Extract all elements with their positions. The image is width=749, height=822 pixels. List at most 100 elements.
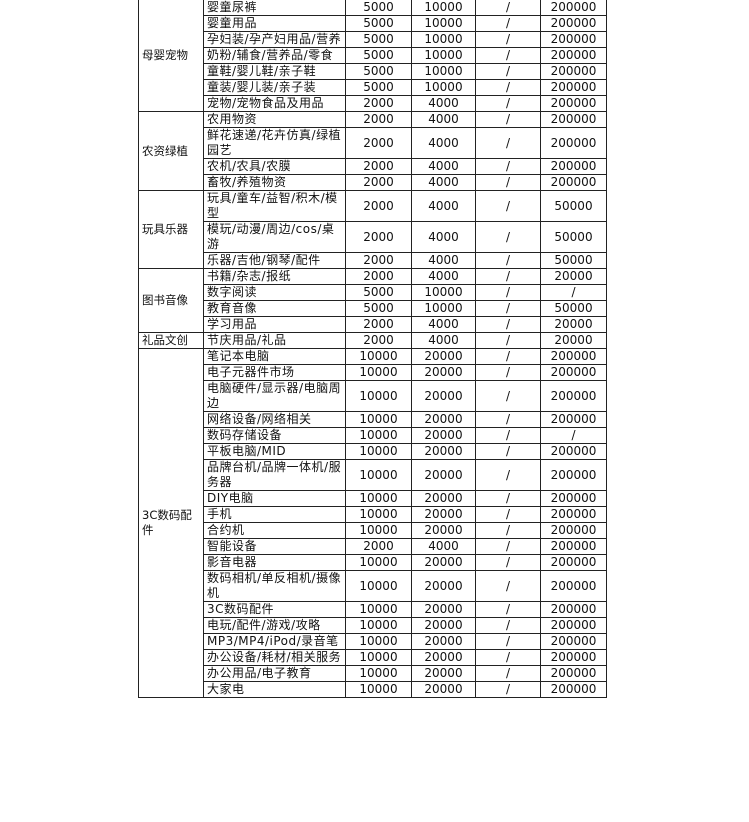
amount-cell: 4000 <box>411 174 476 191</box>
amount-cell: / <box>475 427 541 444</box>
amount-cell: 20000 <box>411 506 476 523</box>
table-row: 影音电器 10000 20000/200000 <box>139 554 607 571</box>
table-row: 3C数码配件 笔记本电脑 10000 20000/200000 <box>138 348 607 698</box>
amount-cell: 200000 <box>540 111 607 128</box>
amount-cell: 4000 <box>411 538 476 555</box>
amount-cell: / <box>475 190 541 222</box>
amount-cell: / <box>475 31 541 48</box>
amount-cell: / <box>540 427 607 444</box>
subcategory-cell: 童鞋/婴儿鞋/亲子鞋 <box>203 63 346 80</box>
amount-cell: 10000 <box>411 31 476 48</box>
amount-cell: 200000 <box>540 490 607 507</box>
amount-cell: / <box>475 47 541 64</box>
table-row: 电子元器件市场 10000 20000/200000 <box>139 364 607 381</box>
amount-cell: / <box>475 522 541 539</box>
amount-cell: 10000 <box>411 47 476 64</box>
amount-cell: 200000 <box>540 411 607 428</box>
amount-cell: / <box>475 95 541 112</box>
subcategory-cell: 宠物/宠物食品及用品 <box>203 95 346 112</box>
amount-cell: 10000 <box>345 443 412 460</box>
amount-cell: 4000 <box>411 127 476 159</box>
amount-cell: 10000 <box>345 617 412 634</box>
table-row: 办公设备/耗材/相关服务 10000 20000/200000 <box>139 649 607 666</box>
table-body: 母婴宠物 婴童尿裤 5000 10000/200000 婴童用品 5000 10000/20… <box>138 0 607 698</box>
amount-cell: 20000 <box>411 601 476 618</box>
group-cell: 玩具乐器 <box>138 190 204 269</box>
amount-cell: 10000 <box>345 411 412 428</box>
amount-cell: 2000 <box>345 268 412 285</box>
amount-cell: 4000 <box>411 316 476 333</box>
table-row: 手机 10000 20000/200000 <box>139 506 607 523</box>
table-row: 礼品文创 节庆用品/礼品 2000 4000/20000 <box>138 332 607 349</box>
amount-cell: 200000 <box>540 348 607 365</box>
amount-cell: 10000 <box>345 649 412 666</box>
amount-cell: 200000 <box>540 681 607 698</box>
table-row: 畜牧/养殖物资 2000 4000/200000 <box>139 174 607 191</box>
amount-cell: 10000 <box>411 0 476 16</box>
amount-cell: 10000 <box>411 284 476 301</box>
amount-cell: 50000 <box>540 252 607 269</box>
amount-cell: 20000 <box>540 268 607 285</box>
amount-cell: 20000 <box>411 649 476 666</box>
amount-cell: 20000 <box>411 459 476 491</box>
amount-cell: 10000 <box>345 554 412 571</box>
amount-cell: / <box>475 332 541 349</box>
amount-cell: / <box>475 490 541 507</box>
amount-cell: 5000 <box>345 0 412 16</box>
subcategory-cell: 孕妇装/孕产妇用品/营养 <box>203 31 346 48</box>
subcategory-cell: 畜牧/养殖物资 <box>203 174 346 191</box>
amount-cell: 20000 <box>411 490 476 507</box>
subcategory-cell: 数码相机/单反相机/摄像机 <box>203 570 346 602</box>
amount-cell: 10000 <box>345 364 412 381</box>
amount-cell: 5000 <box>345 63 412 80</box>
table-row: 童装/婴儿装/亲子装 5000 10000/200000 <box>139 79 607 96</box>
amount-cell: / <box>475 79 541 96</box>
amount-cell: / <box>475 649 541 666</box>
amount-cell: 20000 <box>411 554 476 571</box>
subcategory-cell: 合约机 <box>203 522 346 539</box>
amount-cell: 200000 <box>540 554 607 571</box>
subcategory-cell: 婴童用品 <box>203 15 346 32</box>
subcategory-cell: 童装/婴儿装/亲子装 <box>203 79 346 96</box>
amount-cell: 20000 <box>411 681 476 698</box>
amount-cell: 200000 <box>540 47 607 64</box>
amount-cell: / <box>475 633 541 650</box>
amount-cell: 5000 <box>345 284 412 301</box>
amount-cell: / <box>475 538 541 555</box>
amount-cell: 4000 <box>411 111 476 128</box>
amount-cell: 4000 <box>411 95 476 112</box>
subcategory-cell: 手机 <box>203 506 346 523</box>
table-row: 网络设备/网络相关 10000 20000/200000 <box>139 411 607 428</box>
amount-cell: 200000 <box>540 570 607 602</box>
table-row: 农资绿植 农用物资 2000 4000/200000 <box>138 111 607 191</box>
subcategory-cell: 奶粉/辅食/营养品/零食 <box>203 47 346 64</box>
group-cell: 母婴宠物 <box>138 0 204 112</box>
amount-cell: 5000 <box>345 15 412 32</box>
amount-cell: 2000 <box>345 252 412 269</box>
amount-cell: / <box>475 300 541 317</box>
table-row: 3C数码配件 10000 20000/200000 <box>139 601 607 618</box>
amount-cell: 2000 <box>345 174 412 191</box>
subcategory-cell: 品牌台机/品牌一体机/服务器 <box>203 459 346 491</box>
amount-cell: / <box>475 411 541 428</box>
subcategory-cell: 笔记本电脑 <box>203 348 346 365</box>
amount-cell: / <box>475 681 541 698</box>
table-row: 电脑硬件/显示器/电脑周边 10000 20000/200000 <box>139 380 607 412</box>
amount-cell: 20000 <box>411 427 476 444</box>
amount-cell: / <box>475 617 541 634</box>
table-row: 农机/农具/农膜 2000 4000/200000 <box>139 158 607 175</box>
amount-cell: / <box>475 316 541 333</box>
amount-cell: 10000 <box>345 490 412 507</box>
subcategory-cell: 婴童尿裤 <box>203 0 346 16</box>
subcategory-cell: 3C数码配件 <box>203 601 346 618</box>
amount-cell: / <box>475 15 541 32</box>
subcategory-cell: 农用物资 <box>203 111 346 128</box>
amount-cell: 200000 <box>540 158 607 175</box>
table-row: 教育音像 5000 10000/50000 <box>139 300 607 317</box>
amount-cell: / <box>475 252 541 269</box>
amount-cell: 200000 <box>540 127 607 159</box>
table-row: 电玩/配件/游戏/攻略 10000 20000/200000 <box>139 617 607 634</box>
amount-cell: 5000 <box>345 300 412 317</box>
group-cell: 图书音像 <box>138 268 204 333</box>
subcategory-cell: 模玩/动漫/周边/cos/桌游 <box>203 221 346 253</box>
